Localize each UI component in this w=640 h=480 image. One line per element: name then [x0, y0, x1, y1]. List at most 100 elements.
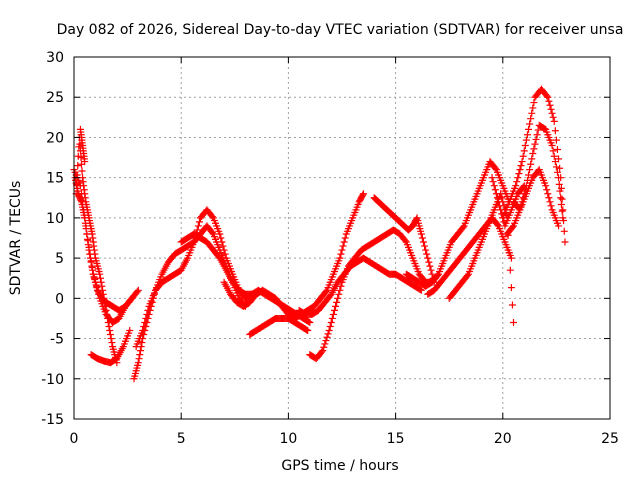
- data-point-marker: [221, 250, 229, 258]
- data-point-marker: [555, 180, 563, 188]
- data-point-marker: [516, 166, 524, 174]
- data-point-marker: [491, 164, 499, 172]
- data-point-marker: [140, 322, 148, 330]
- data-point-marker: [332, 302, 340, 310]
- data-point-marker: [103, 310, 111, 318]
- data-point-marker: [525, 125, 533, 133]
- data-point-marker: [143, 310, 151, 318]
- y-tick-label: 30: [46, 50, 64, 66]
- data-point-marker: [507, 284, 515, 292]
- data-point-marker: [560, 227, 568, 235]
- data-point-marker: [426, 262, 434, 270]
- data-point-marker: [136, 347, 144, 355]
- data-point-marker: [506, 266, 514, 274]
- data-point-marker: [334, 294, 342, 302]
- series-track-n: [402, 158, 513, 290]
- data-point-marker: [532, 135, 540, 143]
- data-point-marker: [336, 286, 344, 294]
- data-point-marker: [492, 190, 500, 198]
- data-point-marker: [520, 182, 528, 190]
- data-point-marker: [108, 339, 116, 347]
- data-point-marker: [305, 318, 313, 326]
- data-point-marker: [340, 238, 348, 246]
- data-point-marker: [488, 174, 496, 182]
- data-point-marker: [190, 238, 198, 246]
- data-point-marker: [527, 115, 535, 123]
- data-point-marker: [195, 218, 203, 226]
- data-point-marker: [558, 195, 566, 203]
- data-point-marker: [216, 230, 224, 238]
- data-point-marker: [401, 237, 409, 245]
- data-point-marker: [433, 272, 441, 280]
- data-point-marker: [522, 136, 530, 144]
- data-point-marker: [507, 254, 515, 262]
- data-point-marker: [219, 242, 227, 250]
- data-point-marker: [545, 194, 553, 202]
- data-point-marker: [518, 158, 526, 166]
- data-point-marker: [559, 214, 567, 222]
- data-point-marker: [542, 182, 550, 190]
- y-tick-label: 15: [46, 171, 64, 187]
- data-point-marker: [99, 290, 107, 298]
- data-point-marker: [78, 167, 86, 175]
- data-point-marker: [101, 298, 109, 306]
- data-point-marker: [104, 318, 112, 326]
- series-track-m: [370, 194, 438, 286]
- data-point-marker: [557, 194, 565, 202]
- data-point-marker: [521, 141, 529, 149]
- data-point-marker: [547, 105, 555, 113]
- data-point-marker: [329, 310, 337, 318]
- data-point-marker: [141, 318, 149, 326]
- data-point-marker: [526, 120, 534, 128]
- data-point-marker: [550, 117, 558, 125]
- data-point-marker: [425, 258, 433, 266]
- y-tick-label: -5: [50, 332, 64, 348]
- x-tick-label: 10: [279, 431, 297, 447]
- data-point-marker: [96, 270, 104, 278]
- data-point-marker: [527, 160, 535, 168]
- series-track-e: [87, 327, 134, 367]
- data-point-marker: [496, 202, 504, 210]
- data-point-marker: [77, 154, 85, 162]
- data-point-marker: [424, 254, 432, 262]
- data-point-marker: [220, 246, 228, 254]
- data-point-marker: [555, 174, 563, 182]
- series-track-c: [72, 133, 121, 367]
- data-point-marker: [318, 348, 326, 356]
- data-point-marker: [359, 191, 367, 199]
- data-point-marker: [552, 136, 560, 144]
- data-point-marker: [102, 306, 110, 314]
- data-point-marker: [561, 238, 569, 246]
- data-point-marker: [517, 162, 525, 170]
- y-tick-label: 5: [55, 251, 64, 267]
- data-point-marker: [333, 298, 341, 306]
- data-point-marker: [99, 286, 107, 294]
- data-point-marker: [428, 270, 436, 278]
- x-tick-label: 15: [387, 431, 405, 447]
- data-point-marker: [320, 343, 328, 351]
- data-point-marker: [106, 331, 114, 339]
- data-point-marker: [519, 152, 527, 160]
- data-point-marker: [104, 314, 112, 322]
- data-point-marker: [546, 198, 554, 206]
- data-point-marker: [142, 314, 150, 322]
- data-point-marker: [548, 141, 556, 149]
- data-point-marker: [495, 198, 503, 206]
- data-point-marker: [89, 266, 97, 274]
- data-point-marker: [330, 306, 338, 314]
- x-tick-label: 5: [177, 431, 186, 447]
- data-point-marker: [338, 246, 346, 254]
- data-point-marker: [98, 282, 106, 290]
- data-point-marker: [325, 327, 333, 335]
- data-point-marker: [319, 347, 327, 355]
- data-point-marker: [543, 92, 551, 100]
- y-tick-label: 20: [46, 130, 64, 146]
- data-point-marker: [105, 322, 113, 330]
- data-point-marker: [417, 286, 425, 294]
- data-point-marker: [512, 182, 520, 190]
- data-point-marker: [322, 288, 330, 296]
- data-point-marker: [510, 318, 518, 326]
- data-point-marker: [558, 207, 566, 215]
- y-tick-label: 25: [46, 90, 64, 106]
